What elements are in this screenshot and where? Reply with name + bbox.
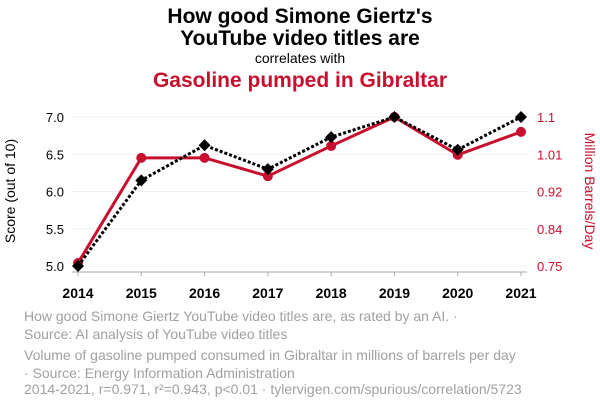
- legend-label-score-2: Source: AI analysis of YouTube video tit…: [24, 326, 288, 342]
- x-tick-label: 2021: [505, 285, 536, 300]
- data-point-gasoline: [262, 171, 273, 182]
- y2-axis-label: Million Barrels/Day: [582, 133, 598, 250]
- x-tick-label: 2016: [189, 285, 220, 300]
- x-tick-label: 2014: [62, 285, 93, 300]
- y2-tick-label: 0.84: [537, 222, 562, 237]
- series-line-score: [76, 115, 522, 267]
- chart-title-line2: YouTube video titles are: [180, 27, 420, 50]
- x-tick-label: 2020: [442, 285, 473, 300]
- data-point-gasoline: [326, 140, 337, 151]
- y-tick-label: 7.0: [46, 110, 64, 125]
- y2-tick-label: 0.92: [537, 185, 562, 200]
- y-axis-label: Score (out of 10): [2, 139, 18, 243]
- series-line-gasoline: [76, 115, 522, 264]
- x-tick-label: 2018: [316, 285, 347, 300]
- data-point-score: [198, 139, 211, 152]
- y2-tick-label: 1.1: [537, 110, 555, 125]
- data-point-score: [135, 174, 148, 187]
- data-point-score: [72, 260, 84, 272]
- legend-item-gasoline: Volume of gasoline pumped consumed in Gi…: [24, 346, 584, 382]
- x-tick-label: 2019: [379, 285, 410, 300]
- data-point-score: [261, 163, 274, 176]
- x-tick-label: 2017: [252, 285, 283, 300]
- y-tick-label: 5.5: [46, 222, 64, 237]
- data-point-score: [388, 111, 401, 123]
- x-tick-label: 2015: [126, 285, 157, 300]
- y-tick-label: 5.0: [46, 259, 64, 274]
- chart-title-secondary: Gasoline pumped in Gibraltar: [152, 69, 448, 92]
- data-point-gasoline: [136, 152, 147, 163]
- y2-tick-label: 0.75: [537, 259, 562, 274]
- legend-label-gasoline-2: · Source: Energy Information Administrat…: [24, 365, 295, 381]
- y2-tick-label: 1.01: [537, 147, 562, 162]
- data-point-gasoline: [516, 126, 526, 137]
- legend-label-gasoline-1: Volume of gasoline pumped consumed in Gi…: [24, 347, 516, 363]
- data-point-gasoline: [199, 152, 210, 163]
- chart-footer: 2014-2021, r=0.971, r²=0.943, p<0.01 · t…: [24, 381, 522, 397]
- chart-subtitle: correlates with: [254, 50, 346, 66]
- data-point-score: [515, 111, 527, 123]
- y-tick-label: 6.0: [46, 185, 64, 200]
- legend-label-score-1: How good Simone Giertz YouTube video tit…: [24, 308, 458, 324]
- data-point-score: [325, 131, 338, 144]
- plot-area: 7.0 1.1 6.5 1.01 6.0 0.92 5.5 0.84 5.0 0.75 2014 20…: [2, 110, 598, 300]
- data-point-score: [451, 143, 464, 156]
- legend-item-score: How good Simone Giertz YouTube video tit…: [24, 307, 584, 343]
- y-tick-label: 6.5: [46, 147, 64, 162]
- chart-title-line1: How good Simone Giertz's: [167, 5, 433, 28]
